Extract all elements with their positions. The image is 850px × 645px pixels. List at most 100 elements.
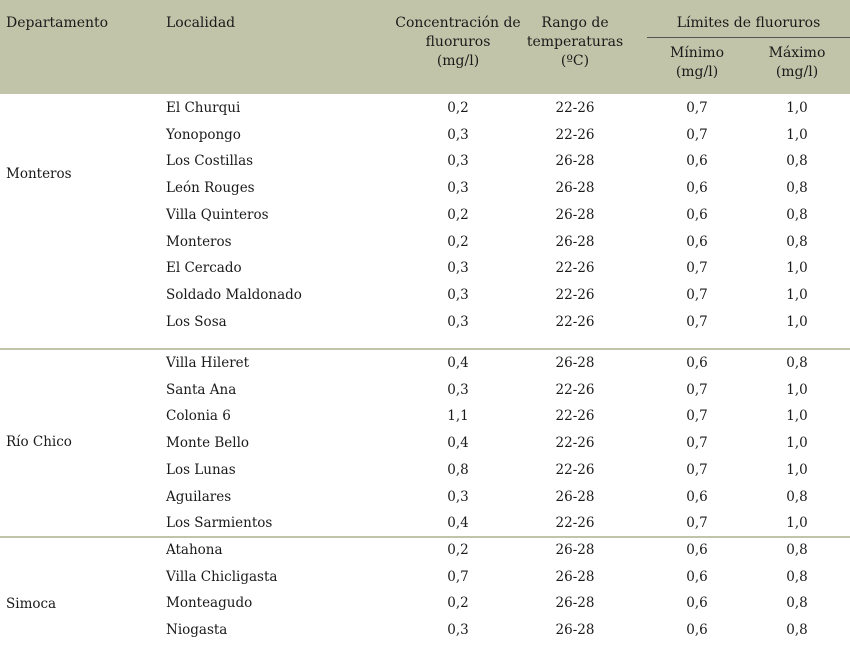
- cell-localidad: Santa Ana: [166, 382, 237, 398]
- header-subrule: [647, 37, 850, 38]
- cell-maximo: 1,0: [786, 462, 808, 478]
- cell-minimo: 0,6: [686, 207, 708, 223]
- header-rango: Rango de temperaturas (ºC): [515, 14, 635, 71]
- cell-minimo: 0,7: [686, 287, 708, 303]
- cell-concentracion: 0,3: [447, 127, 469, 143]
- cell-minimo: 0,6: [686, 180, 708, 196]
- cell-localidad: Atahona: [166, 542, 223, 558]
- cell-minimo: 0,7: [686, 382, 708, 398]
- table-row: Soldado Maldonado 0,3 22-26 0,7 1,0: [0, 282, 850, 309]
- cell-concentracion: 0,3: [447, 180, 469, 196]
- cell-localidad: Los Costillas: [166, 153, 254, 169]
- cell-rango: 26-28: [555, 569, 595, 585]
- cell-minimo: 0,7: [686, 515, 708, 531]
- cell-maximo: 1,0: [786, 260, 808, 276]
- cell-localidad: Colonia 6: [166, 408, 231, 424]
- cell-rango: 26-28: [555, 489, 595, 505]
- cell-rango: 22-26: [555, 127, 595, 143]
- cell-maximo: 1,0: [786, 100, 808, 116]
- cell-localidad: Soldado Maldonado: [166, 287, 302, 303]
- header-rango-line3: (ºC): [560, 53, 590, 69]
- table-row: Atahona 0,2 26-28 0,6 0,8: [0, 537, 850, 564]
- cell-maximo: 1,0: [786, 314, 808, 330]
- cell-rango: 22-26: [555, 515, 595, 531]
- cell-rango: 22-26: [555, 435, 595, 451]
- group-monteros: Monteros El Churqui 0,2 22-26 0,7 1,0 Yonopo…: [0, 95, 850, 348]
- table-row: Villa Chicligasta 0,7 26-28 0,6 0,8: [0, 564, 850, 591]
- cell-localidad: El Cercado: [166, 260, 242, 276]
- cell-rango: 26-28: [555, 595, 595, 611]
- cell-minimo: 0,6: [686, 355, 708, 371]
- cell-concentracion: 0,3: [447, 382, 469, 398]
- cell-rango: 26-28: [555, 207, 595, 223]
- cell-rango: 26-28: [555, 153, 595, 169]
- cell-minimo: 0,7: [686, 127, 708, 143]
- cell-concentracion: 0,2: [447, 542, 469, 558]
- cell-minimo: 0,7: [686, 408, 708, 424]
- cell-maximo: 0,8: [786, 180, 808, 196]
- table-row: Monteros 0,2 26-28 0,6 0,8: [0, 229, 850, 256]
- cell-minimo: 0,7: [686, 462, 708, 478]
- cell-localidad: Monte Bello: [166, 435, 250, 451]
- cell-minimo: 0,7: [686, 435, 708, 451]
- cell-maximo: 1,0: [786, 435, 808, 451]
- cell-minimo: 0,6: [686, 622, 708, 638]
- cell-concentracion: 1,1: [447, 408, 469, 424]
- group-separator: [0, 536, 850, 538]
- header-minimo: Mínimo (mg/l): [657, 44, 737, 82]
- cell-rango: 26-28: [555, 180, 595, 196]
- table-row: Los Sarmientos 0,4 22-26 0,7 1,0: [0, 510, 850, 537]
- table-row: Villa Hileret 0,4 26-28 0,6 0,8: [0, 350, 850, 377]
- cell-maximo: 0,8: [786, 595, 808, 611]
- table-row: Los Sosa 0,3 22-26 0,7 1,0: [0, 309, 850, 336]
- header-concentracion-line2: fluoruros: [425, 34, 491, 50]
- department-label: Monteros: [6, 166, 72, 182]
- cell-localidad: Los Lunas: [166, 462, 236, 478]
- cell-concentracion: 0,4: [447, 515, 469, 531]
- table-row: Yonopongo 0,3 22-26 0,7 1,0: [0, 122, 850, 149]
- cell-concentracion: 0,3: [447, 260, 469, 276]
- table-row: El Cercado 0,3 22-26 0,7 1,0: [0, 255, 850, 282]
- header-rango-line1: Rango de: [541, 15, 609, 31]
- header-minimo-line1: Mínimo: [669, 45, 724, 61]
- cell-rango: 26-28: [555, 234, 595, 250]
- cell-localidad: Los Sarmientos: [166, 515, 273, 531]
- table-row: Villa Quinteros 0,2 26-28 0,6 0,8: [0, 202, 850, 229]
- cell-concentracion: 0,3: [447, 314, 469, 330]
- header-localidad: Localidad: [166, 15, 236, 31]
- header-limites: Límites de fluoruros: [676, 15, 821, 31]
- cell-concentracion: 0,4: [447, 435, 469, 451]
- cell-rango: 26-28: [555, 355, 595, 371]
- cell-maximo: 0,8: [786, 355, 808, 371]
- cell-localidad: Monteros: [166, 234, 232, 250]
- group-rio-chico: Río Chico Villa Hileret 0,4 26-28 0,6 0,8 Sa…: [0, 350, 850, 536]
- group-simoca: Simoca Atahona 0,2 26-28 0,6 0,8 Villa Chicl…: [0, 537, 850, 645]
- table-row: León Rouges 0,3 26-28 0,6 0,8: [0, 175, 850, 202]
- cell-maximo: 1,0: [786, 127, 808, 143]
- cell-maximo: 0,8: [786, 569, 808, 585]
- cell-rango: 22-26: [555, 260, 595, 276]
- cell-rango: 22-26: [555, 314, 595, 330]
- cell-rango: 22-26: [555, 287, 595, 303]
- cell-concentracion: 0,8: [447, 462, 469, 478]
- cell-maximo: 0,8: [786, 542, 808, 558]
- cell-maximo: 0,8: [786, 622, 808, 638]
- header-maximo-line2: (mg/l): [775, 64, 819, 80]
- header-concentracion: Concentración de fluoruros (mg/l): [385, 14, 531, 71]
- header-maximo-line1: Máximo: [768, 45, 826, 61]
- cell-minimo: 0,6: [686, 489, 708, 505]
- cell-concentracion: 0,2: [447, 100, 469, 116]
- cell-maximo: 1,0: [786, 287, 808, 303]
- cell-minimo: 0,6: [686, 595, 708, 611]
- cell-rango: 22-26: [555, 100, 595, 116]
- header-departamento: Departamento: [6, 15, 109, 31]
- cell-maximo: 0,8: [786, 234, 808, 250]
- cell-minimo: 0,6: [686, 153, 708, 169]
- department-label: Río Chico: [6, 434, 72, 450]
- cell-localidad: Villa Quinteros: [166, 207, 269, 223]
- cell-concentracion: 0,3: [447, 153, 469, 169]
- cell-concentracion: 0,3: [447, 622, 469, 638]
- cell-localidad: Los Sosa: [166, 314, 227, 330]
- table-row: Los Costillas 0,3 26-28 0,6 0,8: [0, 148, 850, 175]
- table-row: Los Lunas 0,8 22-26 0,7 1,0: [0, 457, 850, 484]
